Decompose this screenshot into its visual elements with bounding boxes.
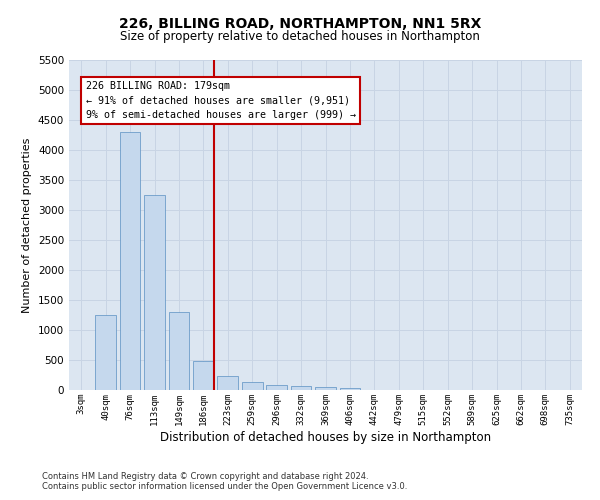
Text: Contains HM Land Registry data © Crown copyright and database right 2024.: Contains HM Land Registry data © Crown c… <box>42 472 368 481</box>
Bar <box>193 361 214 390</box>
Bar <box>340 388 361 390</box>
Bar <box>217 376 238 390</box>
X-axis label: Distribution of detached houses by size in Northampton: Distribution of detached houses by size … <box>160 430 491 444</box>
Bar <box>242 382 263 390</box>
Text: 226, BILLING ROAD, NORTHAMPTON, NN1 5RX: 226, BILLING ROAD, NORTHAMPTON, NN1 5RX <box>119 18 481 32</box>
Bar <box>290 386 311 390</box>
Bar <box>169 312 190 390</box>
Bar <box>119 132 140 390</box>
Bar <box>95 315 116 390</box>
Bar <box>266 385 287 390</box>
Text: Size of property relative to detached houses in Northampton: Size of property relative to detached ho… <box>120 30 480 43</box>
Y-axis label: Number of detached properties: Number of detached properties <box>22 138 32 312</box>
Text: 226 BILLING ROAD: 179sqm
← 91% of detached houses are smaller (9,951)
9% of semi: 226 BILLING ROAD: 179sqm ← 91% of detach… <box>86 81 356 120</box>
Bar <box>315 387 336 390</box>
Text: Contains public sector information licensed under the Open Government Licence v3: Contains public sector information licen… <box>42 482 407 491</box>
Bar <box>144 195 165 390</box>
